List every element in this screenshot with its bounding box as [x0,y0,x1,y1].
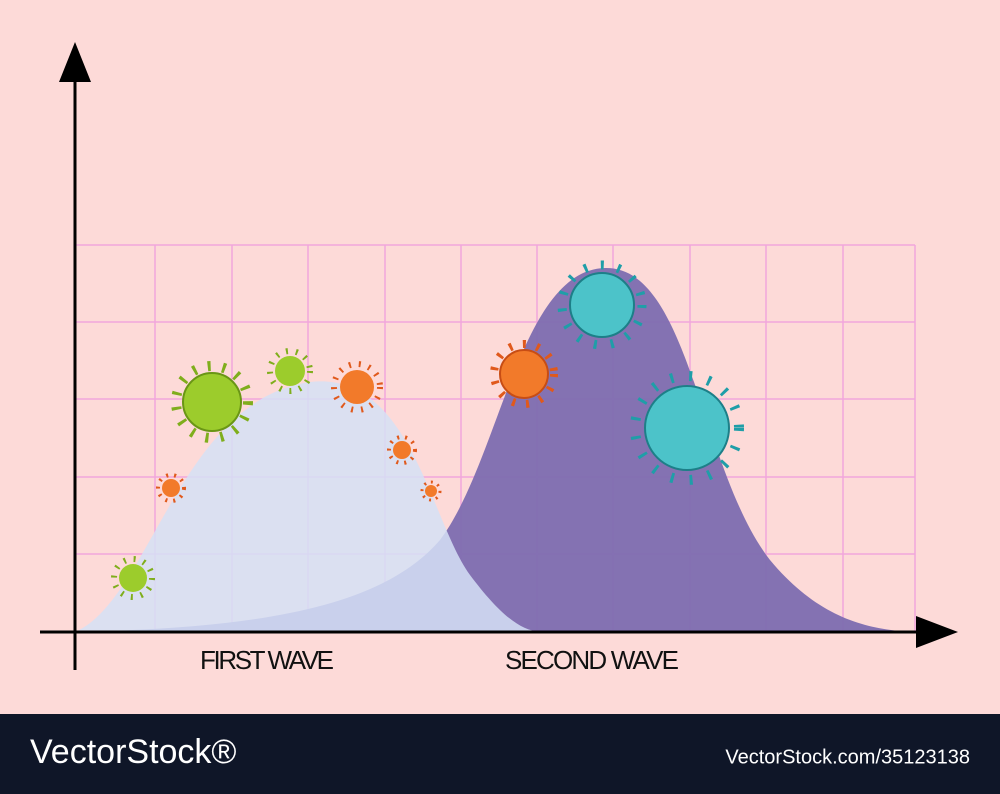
virus-spikes [490,340,558,408]
virus [630,371,744,485]
virus-body [162,479,180,497]
footer-brand: VectorStock® [30,733,236,771]
virus [111,556,155,600]
footer-url: VectorStock.com/35123138 [725,746,970,768]
virus-spikes [557,260,647,350]
virus-body [499,349,549,399]
virus-body [644,385,730,471]
virus [557,260,647,350]
y-axis-arrow [59,42,91,82]
virus-body [119,564,147,592]
virus-body [393,441,411,459]
virus-spikes [387,435,417,465]
virus-body [569,272,635,338]
virus-body [275,356,305,386]
first-wave-label: FIRST WAVE [200,645,334,675]
virus-body [425,485,437,497]
viruses [111,260,744,600]
virus-spikes [156,473,186,503]
virus [267,348,313,394]
virus-body [340,370,374,404]
virus [420,480,442,502]
virus [331,361,383,413]
virus-spikes [331,361,383,413]
virus [171,361,253,443]
first-wave-curve [75,381,540,632]
virus-spikes [111,556,155,600]
virus-body [182,372,242,432]
x-axis-arrow [916,616,958,648]
virus [490,340,558,408]
virus-spikes [267,348,313,394]
virus-spikes [171,361,253,443]
virus [387,435,417,465]
second-wave-label: SECOND WAVE [505,645,679,675]
virus-spikes [630,371,744,485]
virus-spikes [420,480,442,502]
virus [156,473,186,503]
second-wave-curve [75,267,915,632]
footer [0,714,1000,794]
